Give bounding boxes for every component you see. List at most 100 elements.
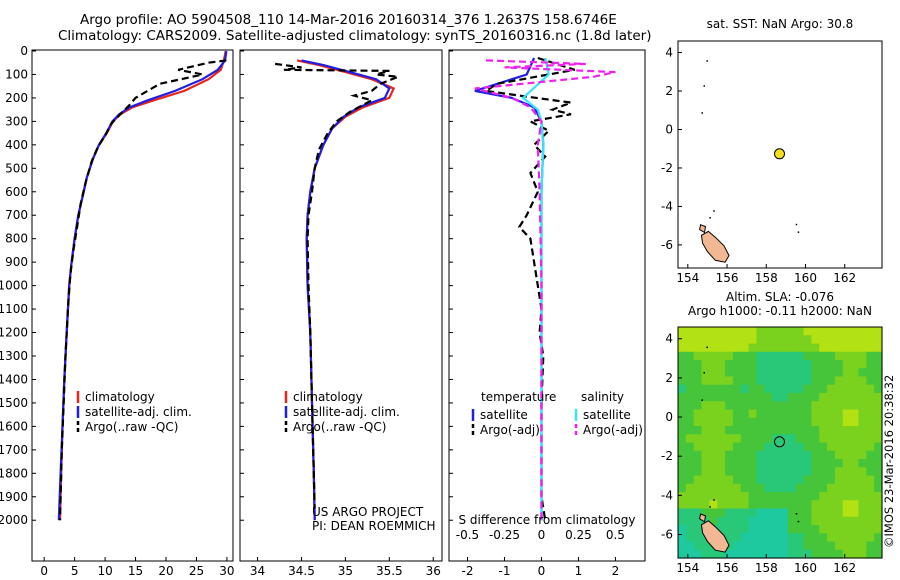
sla-cell bbox=[842, 376, 852, 386]
sla-cell bbox=[858, 442, 867, 452]
y-tick-label: -4 bbox=[661, 488, 673, 502]
sla-cell bbox=[685, 417, 695, 427]
sla-cell bbox=[787, 401, 797, 411]
sla-cell bbox=[827, 426, 836, 435]
legend-label: Argo(-adj) bbox=[583, 423, 643, 437]
sla-cell bbox=[772, 459, 781, 468]
sla-cell bbox=[827, 327, 836, 336]
sla-cell bbox=[795, 500, 805, 510]
sla-cell bbox=[827, 393, 836, 402]
sla-cell bbox=[678, 409, 687, 419]
sla-cell bbox=[740, 409, 750, 419]
sla-cell bbox=[725, 360, 734, 369]
sla-cell bbox=[858, 360, 867, 369]
sla-cell bbox=[787, 434, 797, 444]
sla-cell bbox=[764, 417, 773, 427]
sla-cell bbox=[678, 467, 687, 477]
y-tick-label: 800 bbox=[5, 232, 28, 246]
sla-cell bbox=[740, 500, 750, 510]
sla-cell bbox=[819, 327, 828, 336]
sla-cell bbox=[764, 516, 773, 526]
sla-cell bbox=[780, 409, 789, 419]
sla-cell bbox=[780, 516, 789, 526]
sla-cell bbox=[827, 343, 836, 353]
sla-cell bbox=[685, 335, 695, 345]
sla-cell bbox=[811, 483, 820, 493]
x-tick-label-top: 0.25 bbox=[565, 528, 592, 542]
sla-cell bbox=[787, 525, 797, 534]
islet-dot bbox=[797, 520, 800, 523]
sla-cell bbox=[795, 508, 805, 518]
sla-cell bbox=[874, 426, 883, 435]
sla-cell bbox=[701, 467, 710, 477]
sla-cell bbox=[740, 335, 750, 345]
sla-cell bbox=[819, 541, 828, 551]
sla-cell bbox=[866, 475, 875, 485]
sla-cell bbox=[874, 434, 883, 444]
sla-cell bbox=[717, 409, 726, 419]
sla-cell bbox=[834, 434, 844, 444]
sla-cell bbox=[756, 533, 765, 543]
sla-cell bbox=[732, 516, 742, 526]
sla-cell bbox=[850, 417, 860, 427]
sla-cell bbox=[803, 426, 812, 435]
islet-dot bbox=[706, 60, 708, 62]
sla-cell bbox=[819, 516, 828, 526]
sla-cell bbox=[850, 450, 860, 460]
sla-cell bbox=[866, 327, 875, 336]
x-tick-label: 156 bbox=[716, 561, 739, 575]
sla-cell bbox=[709, 434, 718, 444]
sla-cell bbox=[858, 450, 867, 460]
sla-cell bbox=[819, 384, 828, 394]
sla-cell bbox=[693, 541, 703, 551]
sla-cell bbox=[827, 376, 836, 386]
sla-cell bbox=[748, 475, 758, 485]
sla-cell bbox=[787, 533, 797, 543]
sla-cell bbox=[842, 368, 852, 378]
sla-cell bbox=[740, 508, 750, 518]
sla-cell bbox=[874, 549, 883, 559]
sst-map-panel: 154 156 158 160 162 4 2 0 -2 -4 -6 sat. SST: NaN Ar… bbox=[661, 17, 883, 285]
sla-cell bbox=[685, 368, 695, 378]
sla-cell bbox=[772, 475, 781, 485]
sla-cell bbox=[756, 525, 765, 534]
sla-cell bbox=[819, 376, 828, 386]
sla-cell bbox=[709, 426, 718, 435]
sla-cell bbox=[701, 492, 710, 501]
sla-cell bbox=[740, 384, 750, 394]
x-tick-label: 160 bbox=[794, 271, 817, 285]
sla-cell bbox=[748, 541, 758, 551]
sla-cell bbox=[725, 541, 734, 551]
sla-cell bbox=[803, 483, 812, 493]
sla-cell bbox=[717, 475, 726, 485]
sla-cell bbox=[780, 525, 789, 534]
sla-cell bbox=[811, 459, 820, 468]
sla-cell bbox=[842, 327, 852, 336]
sla-cell bbox=[678, 401, 687, 411]
sla-cell bbox=[803, 368, 812, 378]
sla-cell bbox=[701, 360, 710, 369]
sla-cell bbox=[827, 475, 836, 485]
sla-cell bbox=[772, 376, 781, 386]
series-line-0 bbox=[296, 59, 396, 521]
sla-cell bbox=[756, 434, 765, 444]
sla-cell bbox=[764, 401, 773, 411]
islet-dot bbox=[701, 112, 703, 114]
x-tick-label: -2 bbox=[462, 564, 474, 578]
sla-cell bbox=[787, 343, 797, 353]
sla-cell bbox=[725, 475, 734, 485]
sla-cell bbox=[678, 343, 687, 353]
sla-cell bbox=[717, 360, 726, 369]
y-tick-label: 1900 bbox=[0, 490, 28, 504]
sla-cell bbox=[874, 368, 883, 378]
x-tick-label: 36 bbox=[426, 564, 441, 578]
sla-cell bbox=[850, 401, 860, 411]
sla-cell bbox=[748, 401, 758, 411]
x-tick-label: 162 bbox=[833, 561, 856, 575]
sla-cell bbox=[725, 508, 734, 518]
plot-frame bbox=[31, 49, 234, 562]
sla-cell bbox=[858, 426, 867, 435]
sla-cell bbox=[803, 384, 812, 394]
sla-cell bbox=[795, 541, 805, 551]
